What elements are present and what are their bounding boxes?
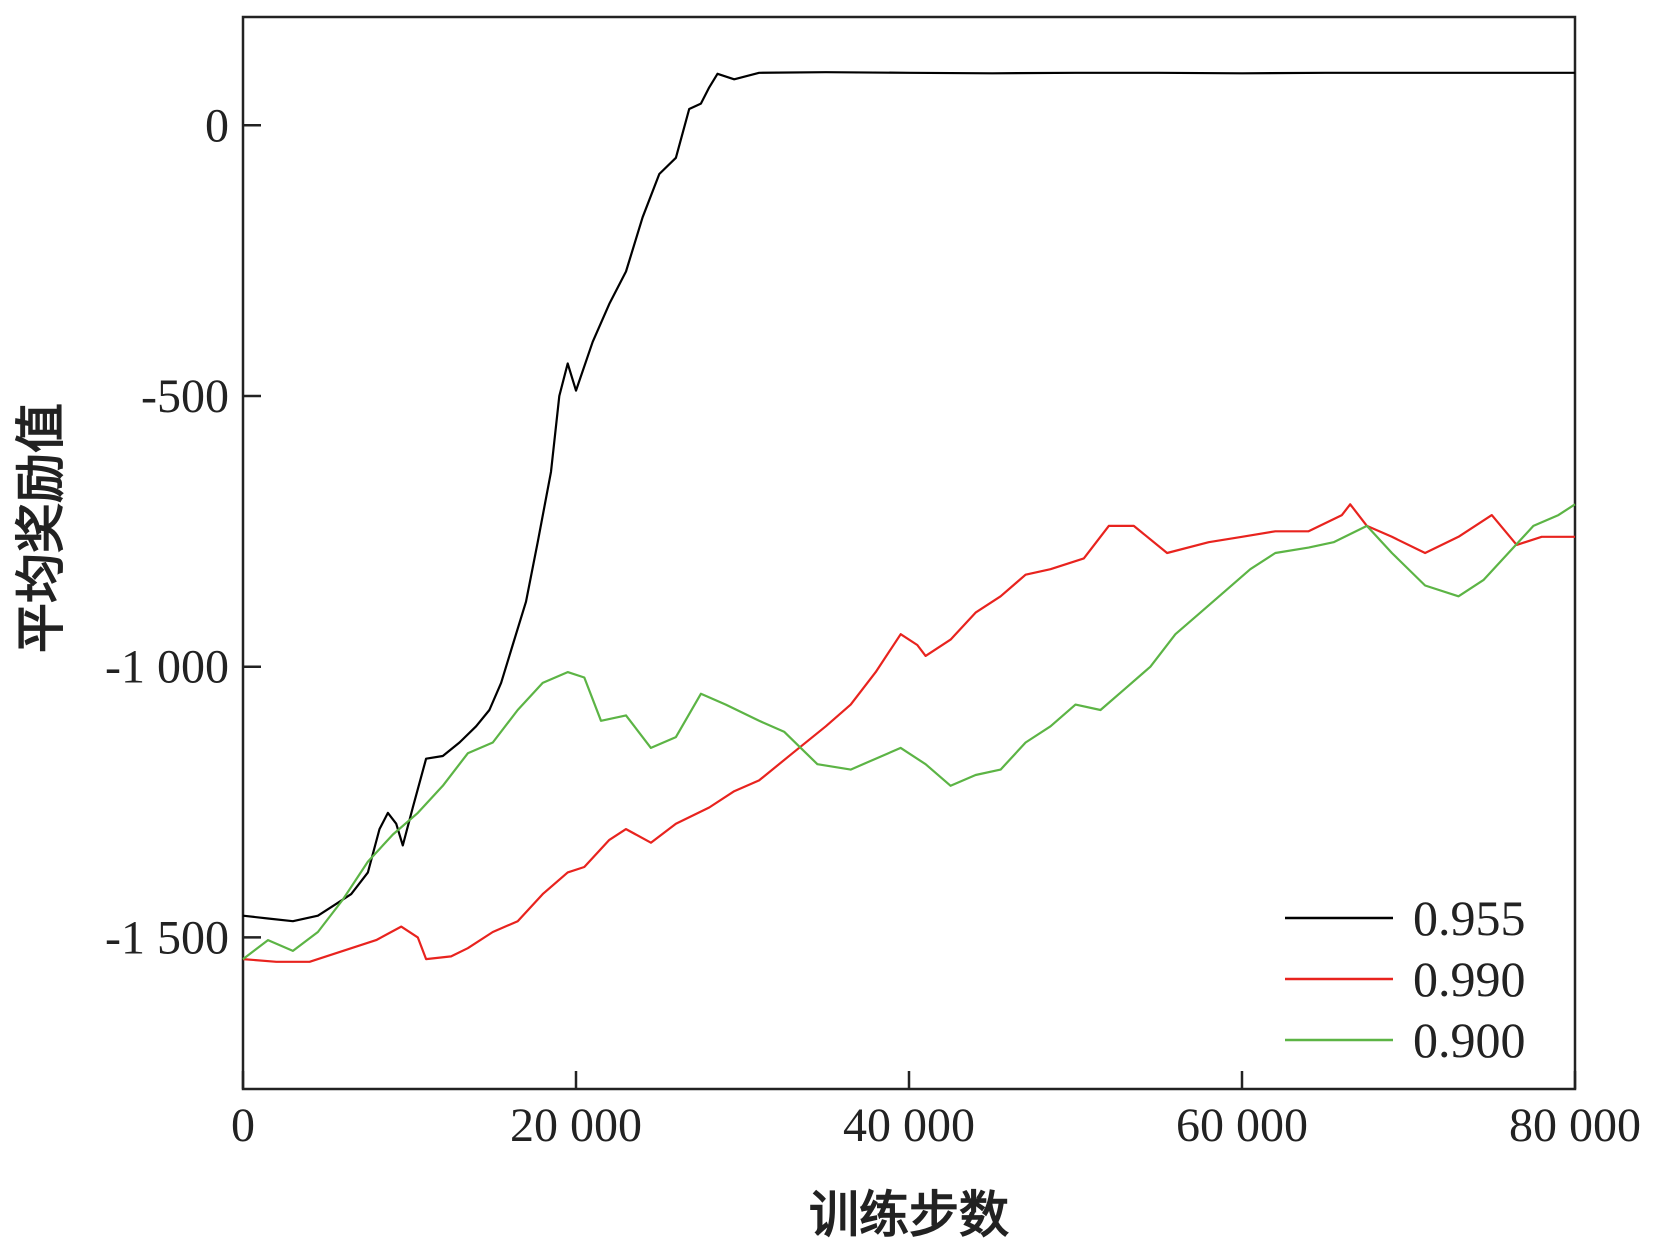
y-axis-title: 平均奖励值 xyxy=(12,403,70,653)
plot-frame xyxy=(241,15,1577,1091)
y-tick-label: -500 xyxy=(141,370,229,423)
series-line-0.900 xyxy=(242,503,1576,960)
x-tick-label: 40 000 xyxy=(843,1099,975,1152)
series-line-0.990 xyxy=(242,503,1575,963)
x-tick-label: 0 xyxy=(231,1099,255,1152)
y-tick-label: -1 500 xyxy=(105,911,229,964)
x-axis-title: 训练步数 xyxy=(809,1186,1009,1244)
x-tick-label: 20 000 xyxy=(510,1099,642,1152)
series-lines xyxy=(242,71,1576,963)
series-line-0.955 xyxy=(242,71,1575,923)
x-tick-label: 80 000 xyxy=(1509,1099,1641,1152)
x-tick-label: 60 000 xyxy=(1176,1099,1308,1152)
axes: 0 20 000 40 000 60 000 80 000 0 -500 -1 000 -1 5… xyxy=(105,99,1641,1152)
legend-label-0.955: 0.955 xyxy=(1413,890,1526,946)
legend-label-0.900: 0.900 xyxy=(1413,1012,1526,1068)
y-tick-label: 0 xyxy=(205,99,229,152)
y-tick-label: -1 000 xyxy=(105,641,229,694)
legend-label-0.990: 0.990 xyxy=(1413,951,1526,1007)
